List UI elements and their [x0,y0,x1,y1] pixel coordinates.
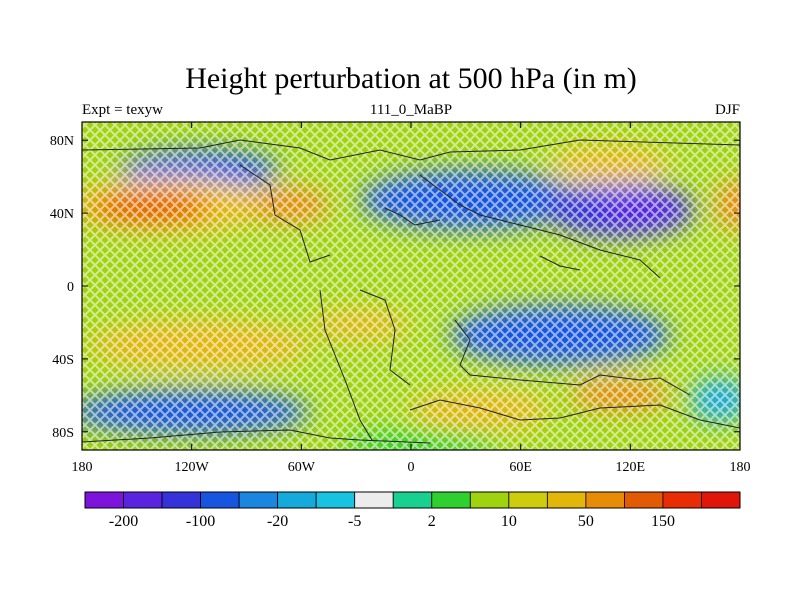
lon-tick-label: 180 [730,460,751,475]
colorbar-swatch [701,491,741,509]
experiment-label: Expt = texyw [82,102,163,118]
coastline [319,289,373,441]
colorbar-swatch [277,491,317,509]
colorbar-label: 2 [428,513,436,530]
colorbar-label: 10 [501,513,517,530]
colorbar-swatch [508,491,548,509]
plot-title: Height perturbation at 500 hPa (in m) [185,62,637,95]
colorbar-label: -5 [348,513,361,530]
latitude-axis: 80N 40N 0 40S 80S [50,134,740,441]
colorbar-swatch [354,491,394,509]
period-label: 111_0_MaBP [369,102,453,118]
colorbar-swatch [392,491,433,509]
coastline [409,399,740,429]
colorbar-label: -200 [109,513,138,530]
coastline [384,207,441,226]
colorbar: -200 -100 -20 -5 2 10 50 150 [84,491,741,530]
colorbar-swatch [123,491,163,509]
colorbar-swatch [546,491,587,509]
colorbar-swatch [200,491,240,509]
coastline [359,289,411,386]
colorbar-swatch [624,491,664,509]
perturbation-field [82,122,740,450]
colorbar-swatch [585,491,625,509]
coastline [454,319,691,396]
colorbar-label: -100 [186,513,215,530]
lon-tick-label: 0 [408,460,415,475]
lat-tick-label: 40N [50,207,74,222]
coastline [82,139,740,161]
lat-tick-label: 80S [52,426,74,441]
coastline [82,429,431,444]
season-label: DJF [714,102,740,118]
coastlines [82,139,740,444]
colorbar-label: 150 [651,513,675,530]
lon-tick-label: 60E [509,460,532,475]
lat-tick-label: 0 [67,280,74,295]
coastline [419,174,661,279]
colorbar-frame [84,491,741,509]
coastline [539,255,581,271]
colorbar-swatch [662,491,702,509]
colorbar-swatch [238,491,279,509]
lon-tick-label: 60W [288,460,316,475]
lon-tick-label: 180 [72,460,93,475]
colorbar-swatch [161,491,201,509]
coastline [239,164,331,263]
colorbar-swatch [469,491,510,509]
colorbar-swatch [431,491,471,509]
lon-tick-label: 120E [616,460,646,475]
colorbar-label: 50 [578,513,594,530]
lat-tick-label: 80N [50,134,74,149]
hatch-overlay [82,122,740,450]
longitude-axis: 180 120W 60W 0 60E 120E 180 [72,122,751,475]
lon-tick-label: 120W [175,460,210,475]
colorbar-label: -20 [267,513,288,530]
lat-tick-label: 40S [52,353,74,368]
colorbar-swatch [315,491,356,509]
colorbar-swatch [84,491,124,509]
